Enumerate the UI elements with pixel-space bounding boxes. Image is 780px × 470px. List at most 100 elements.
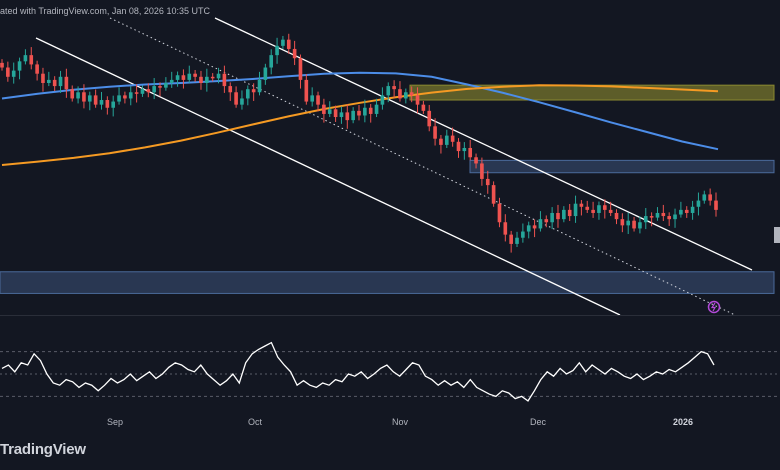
- candle-body: [251, 89, 256, 93]
- candle: [286, 33, 291, 54]
- candle-body: [76, 92, 80, 99]
- candle-body: [345, 112, 350, 121]
- candle: [684, 206, 689, 218]
- candle: [392, 80, 396, 98]
- candle-body: [679, 209, 683, 215]
- candle-body: [643, 216, 648, 223]
- candle: [275, 37, 279, 64]
- alert-marker-bolt: [710, 302, 717, 312]
- candle: [608, 201, 613, 217]
- candle-body: [556, 212, 560, 220]
- candle: [140, 85, 145, 97]
- candle: [643, 208, 648, 230]
- candle-body: [521, 231, 525, 238]
- candle: [152, 78, 156, 100]
- candle: [468, 139, 473, 161]
- tradingview-logo: TradingView: [0, 441, 86, 458]
- candle-body: [327, 109, 332, 114]
- candle-body: [205, 76, 209, 83]
- candle-body: [702, 194, 707, 201]
- x-tick-label: Dec: [530, 417, 547, 427]
- candle-body: [310, 95, 314, 102]
- candle-body: [263, 67, 268, 80]
- candle: [158, 82, 162, 97]
- candle-body: [404, 92, 408, 99]
- candle: [123, 91, 127, 104]
- candle: [456, 138, 461, 158]
- candle: [409, 86, 414, 103]
- candle-body: [41, 73, 45, 83]
- candle: [263, 63, 268, 85]
- candle-body: [632, 220, 636, 229]
- candle-body: [544, 219, 549, 223]
- candle: [164, 77, 168, 91]
- candle-body: [23, 55, 28, 62]
- candle-body: [316, 95, 320, 105]
- candle: [6, 61, 10, 82]
- candle: [626, 212, 631, 235]
- candle-body: [240, 98, 244, 105]
- candle: [199, 70, 203, 90]
- candle-body: [52, 79, 57, 87]
- candle-body: [638, 222, 642, 229]
- candle: [708, 188, 712, 206]
- candle-body: [105, 100, 110, 108]
- rsi-line: [1, 341, 715, 402]
- candle: [87, 91, 92, 111]
- candle: [345, 104, 350, 129]
- candle-body: [714, 200, 718, 210]
- rsi-panel: [0, 341, 780, 402]
- candle-body: [708, 194, 712, 201]
- candle: [433, 118, 437, 146]
- candle-body: [439, 138, 443, 145]
- ma-orange-line: [1, 84, 719, 166]
- candle: [228, 82, 233, 101]
- candle-body: [655, 212, 660, 218]
- x-tick-label: Oct: [248, 417, 263, 427]
- candle-body: [456, 141, 461, 152]
- candle-body: [602, 205, 607, 210]
- candle-body: [497, 203, 502, 223]
- candle-body: [649, 216, 654, 218]
- candle-body: [626, 220, 631, 226]
- candle-body: [620, 219, 625, 226]
- candle-body: [140, 89, 145, 94]
- candle-body: [532, 225, 537, 229]
- candle: [205, 68, 209, 92]
- candle: [602, 199, 607, 219]
- candle: [292, 40, 297, 66]
- candle-body: [491, 185, 496, 204]
- candle: [316, 91, 320, 112]
- channel-upper: [214, 17, 753, 271]
- candle: [450, 127, 455, 147]
- candle-body: [111, 101, 116, 108]
- candle: [503, 214, 508, 242]
- candle-body: [368, 107, 373, 114]
- candle: [462, 142, 467, 160]
- x-tick-label: Nov: [392, 417, 409, 427]
- candle-body: [17, 61, 22, 71]
- candle-body: [0, 62, 4, 68]
- candle: [620, 213, 625, 233]
- candle-body: [450, 135, 455, 142]
- candle: [427, 104, 432, 132]
- candle: [444, 129, 449, 148]
- candle-body: [444, 135, 449, 145]
- candle-body: [614, 212, 619, 220]
- candle: [251, 83, 256, 101]
- candle-body: [70, 89, 75, 99]
- candle: [41, 67, 45, 92]
- candle: [661, 204, 666, 222]
- candle-body: [462, 147, 467, 152]
- candle: [105, 96, 110, 115]
- candle-body: [398, 89, 402, 99]
- zone-resistance: [409, 84, 775, 101]
- candle: [632, 216, 636, 232]
- candle: [257, 71, 262, 96]
- candle-body: [257, 79, 262, 93]
- candle: [415, 87, 420, 114]
- candle-body: [175, 75, 180, 80]
- candle: [240, 90, 244, 110]
- candle-body: [169, 79, 174, 83]
